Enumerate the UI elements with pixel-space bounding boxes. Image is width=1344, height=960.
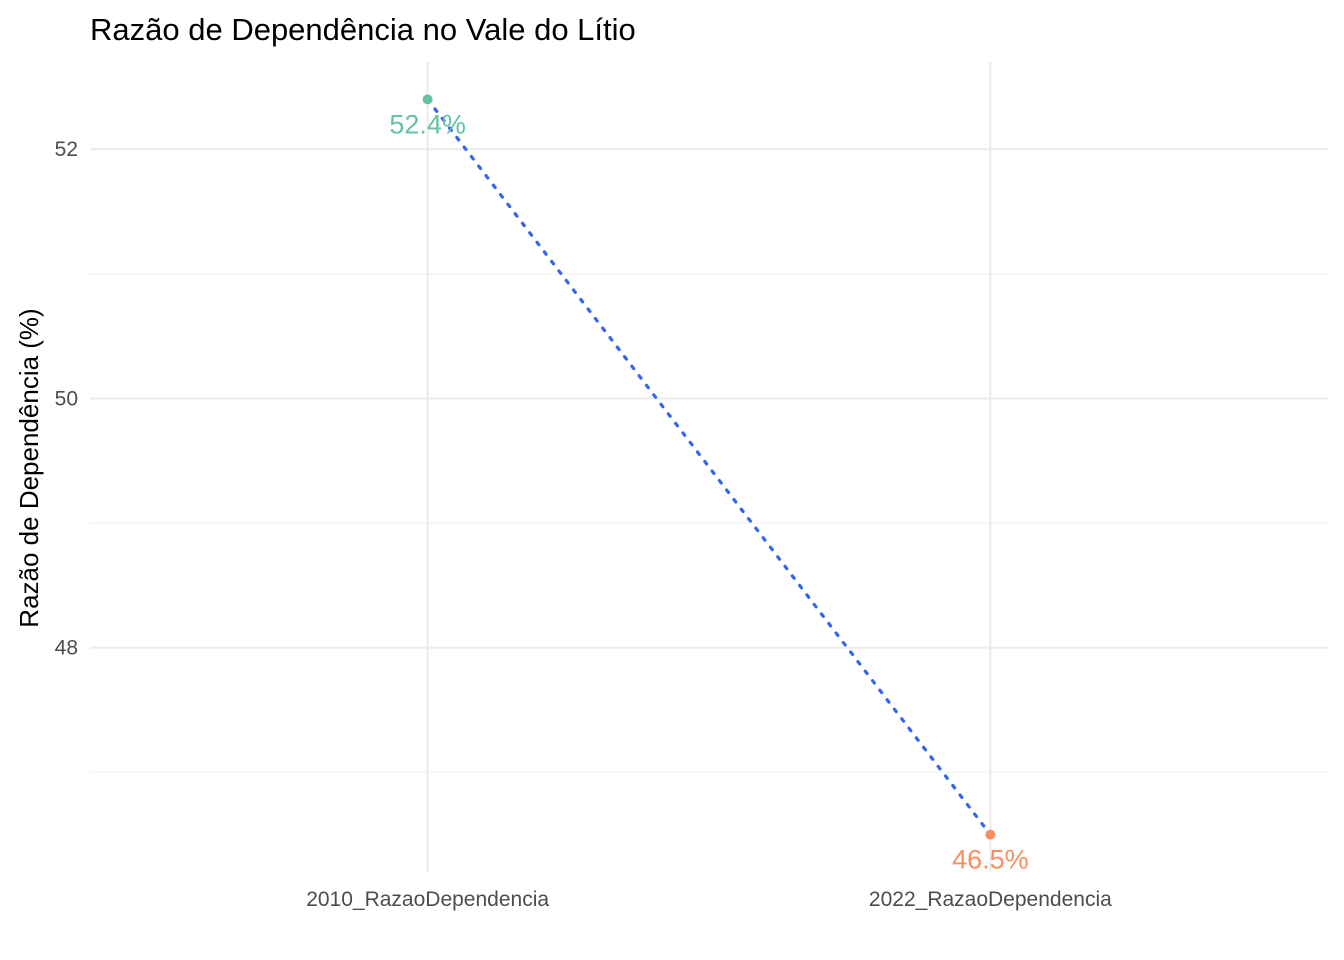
x-tick-labels: 2010_RazaoDependencia 2022_RazaoDependenc… (306, 888, 1112, 911)
series-lines (426, 97, 992, 837)
data-label: 46.5% (952, 845, 1029, 875)
chart-title: Razão de Dependência no Vale do Lítio (90, 12, 636, 47)
data-point (985, 829, 996, 840)
grid-major (90, 62, 1328, 872)
x-tick-label: 2010_RazaoDependencia (306, 888, 549, 911)
data-point (422, 94, 433, 105)
y-tick-label: 52 (55, 138, 78, 161)
series-line (426, 97, 992, 837)
points (422, 94, 996, 840)
data-label: 52.4% (389, 109, 466, 139)
data-labels: 52.4% 46.5% (389, 109, 1028, 874)
y-tick-labels: 48 50 52 (55, 138, 78, 659)
y-tick-label: 50 (55, 387, 78, 410)
x-tick-label: 2022_RazaoDependencia (869, 888, 1112, 911)
y-axis-label: Razão de Dependência (%) (14, 308, 44, 627)
grid-minor (90, 273, 1328, 773)
y-tick-label: 48 (55, 637, 78, 660)
